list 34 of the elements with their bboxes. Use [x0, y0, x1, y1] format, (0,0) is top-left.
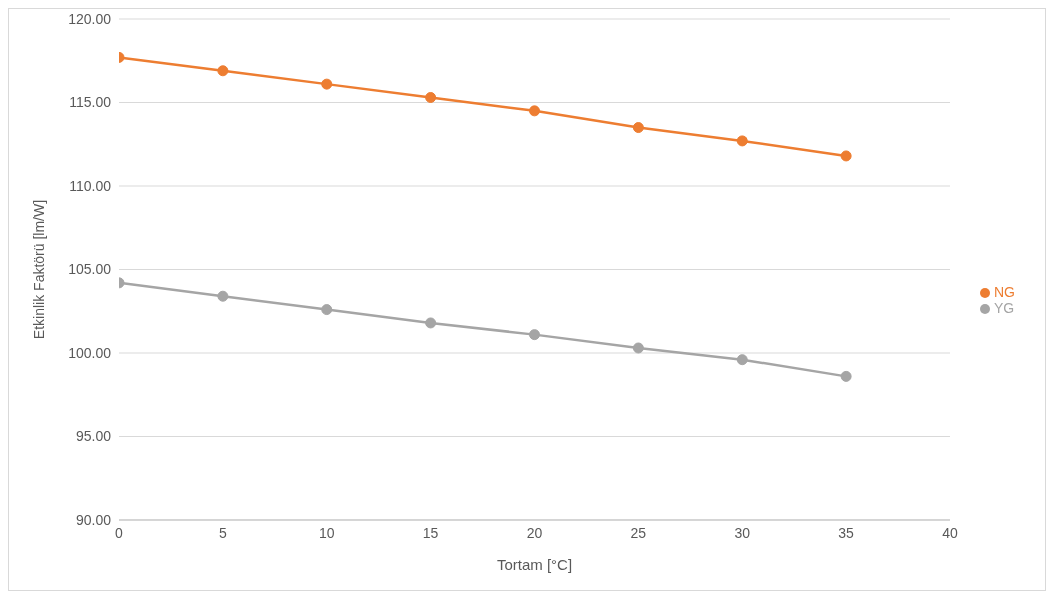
- point: [425, 317, 437, 329]
- x-tick-label: 15: [422, 524, 439, 541]
- point: [736, 354, 748, 366]
- point: [321, 78, 333, 90]
- y-tick-label: 115.00: [69, 94, 112, 111]
- x-axis-title: Tortam [°C]: [496, 556, 573, 573]
- point: [632, 342, 644, 354]
- legend-label: YG: [994, 299, 1015, 316]
- legend-label: NG: [994, 283, 1015, 300]
- x-tick-label: 20: [526, 524, 543, 541]
- x-tick-label: 30: [734, 524, 751, 541]
- point: [840, 370, 852, 382]
- y-tick-label: 105.00: [68, 261, 112, 278]
- point: [217, 65, 229, 77]
- y-tick-label: 100.00: [68, 344, 112, 361]
- point: [529, 105, 540, 117]
- point: [217, 290, 229, 302]
- y-tick-label: 110.00: [69, 177, 112, 194]
- y-tick-label: 95.00: [75, 428, 112, 445]
- x-tick-label: 0: [115, 524, 124, 541]
- x-tick-label: 5: [218, 524, 227, 541]
- y-tick-label: 120.00: [68, 10, 112, 27]
- y-tick-label: 90.00: [75, 511, 112, 528]
- point: [321, 304, 333, 316]
- point: [736, 135, 748, 147]
- x-tick-label: 25: [630, 524, 647, 541]
- point: [840, 150, 852, 162]
- y-axis-title: Etkinlik Faktörü [lm/W]: [30, 199, 47, 340]
- point: [632, 122, 644, 134]
- x-tick-label: 40: [942, 524, 958, 541]
- point: [529, 329, 540, 341]
- x-tick-label: 35: [838, 524, 855, 541]
- x-tick-label: 10: [318, 524, 335, 541]
- point: [425, 91, 437, 103]
